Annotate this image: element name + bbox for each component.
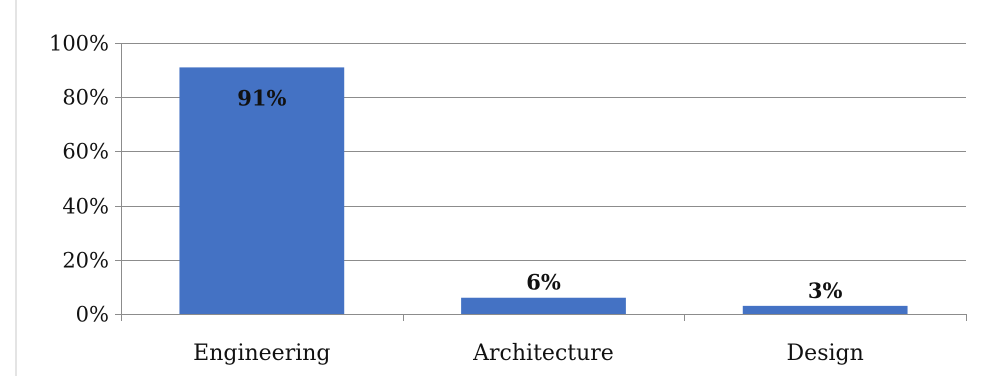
y-tick-labels: 0% 20% 40% 60% 80% 100% — [49, 32, 109, 327]
x-tick-labels: Engineering Architecture Design — [193, 341, 864, 366]
bar-architecture — [461, 297, 626, 314]
y-tick-label: 40% — [62, 195, 109, 219]
axes — [115, 43, 967, 321]
y-tick-label: 60% — [62, 140, 109, 164]
x-tick-label: Engineering — [193, 341, 330, 366]
data-label: 6% — [526, 270, 561, 295]
x-tick-label: Design — [787, 341, 864, 366]
bars — [179, 67, 908, 314]
y-tick-label: 80% — [62, 86, 109, 110]
data-label: 3% — [808, 278, 843, 303]
y-tick-label: 20% — [62, 249, 109, 273]
bar-engineering — [179, 67, 345, 314]
y-tick-label: 100% — [49, 32, 109, 56]
data-labels: 91% 6% 3% — [237, 85, 842, 302]
data-label: 91% — [237, 85, 286, 110]
y-tick-label: 0% — [76, 303, 109, 327]
x-tick-label: Architecture — [472, 341, 614, 366]
bar-design — [742, 305, 908, 314]
